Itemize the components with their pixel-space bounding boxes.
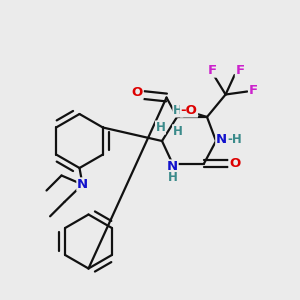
- Text: O: O: [132, 86, 143, 99]
- Text: -O: -O: [181, 104, 197, 117]
- Text: F: F: [208, 64, 217, 77]
- Text: H: H: [168, 171, 177, 184]
- Text: -H: -H: [227, 133, 242, 146]
- Text: F: F: [249, 83, 258, 97]
- Text: H: H: [173, 125, 182, 138]
- Text: F: F: [236, 64, 244, 77]
- Text: N: N: [77, 178, 88, 191]
- Text: O: O: [229, 157, 240, 170]
- Text: N: N: [167, 160, 178, 173]
- Text: H: H: [173, 104, 183, 117]
- Text: N: N: [216, 133, 227, 146]
- Text: H: H: [156, 121, 165, 134]
